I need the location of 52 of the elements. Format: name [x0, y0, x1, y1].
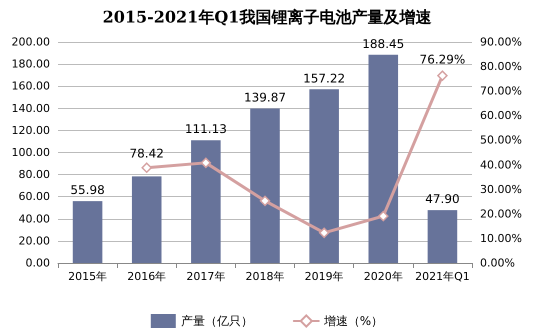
- data-label: 47.90: [425, 192, 460, 206]
- y-tick-label: 0.00: [26, 256, 50, 270]
- bar: [428, 210, 458, 263]
- y2-tick-label: 90.00%: [480, 36, 522, 48]
- y2-tick-label: 80.00%: [480, 60, 522, 74]
- y-tick-label: 20.00: [18, 234, 50, 248]
- y2-tick-label: 50.00%: [480, 134, 522, 147]
- point: [260, 196, 270, 206]
- bar: [191, 140, 221, 263]
- y-tick-label: 160.00: [12, 80, 50, 93]
- point: [437, 70, 448, 81]
- data-label: 111.13: [184, 122, 227, 136]
- x-tick-label: 2018年: [246, 270, 284, 283]
- y-tick-label: 40.00: [18, 212, 50, 226]
- bar: [250, 108, 280, 263]
- data-label: 139.87: [244, 90, 286, 104]
- y-tick-label: 100.00: [12, 146, 50, 159]
- bar: [132, 176, 162, 263]
- data-label: 157.22: [303, 71, 346, 86]
- bar: [368, 54, 398, 263]
- x-tick-label: 2019年: [304, 270, 344, 283]
- data-label: 188.45: [362, 36, 404, 51]
- y-tick-label: 60.00: [18, 190, 50, 204]
- bar: [309, 89, 339, 263]
- y2-tick-label: 10.00%: [480, 232, 522, 245]
- y2-tick-label: 30.00%: [480, 182, 522, 196]
- y2-tick-label: 60.00%: [480, 109, 522, 122]
- point: [141, 162, 152, 173]
- data-label: 55.98: [70, 183, 105, 198]
- point: [378, 210, 389, 222]
- y2-tick-label: 20.00%: [480, 207, 522, 220]
- y-tick-label: 200.00: [12, 36, 50, 48]
- point: [200, 158, 212, 168]
- legend-label: 产量（亿只）: [180, 314, 253, 328]
- point: [318, 228, 330, 238]
- x-tick-label: 2021年Q1: [415, 270, 470, 283]
- x-tick-label: 2017年: [186, 270, 226, 283]
- x-tick-label: 2016年: [127, 270, 166, 283]
- y2-tick-label: 70.00%: [480, 84, 522, 98]
- data-label: 78.42: [130, 146, 164, 161]
- y2-tick-label: 0.00%: [480, 256, 515, 270]
- x-tick-label: 2020年: [364, 270, 403, 283]
- y-tick-label: 120.00: [12, 124, 50, 137]
- legend-label: 增速（%）: [322, 314, 384, 328]
- y-tick-label: 140.00: [12, 102, 50, 115]
- bar: [72, 201, 102, 263]
- y-tick-label: 80.00: [18, 168, 50, 182]
- data-label: 76.29%: [420, 52, 466, 66]
- chart-title: 2015-2021年Q1我国锂离子电池产量及增速: [102, 8, 432, 26]
- x-tick-label: 2015年: [68, 270, 108, 283]
- y2-tick-label: 40.00%: [480, 158, 522, 172]
- y-tick-label: 180.00: [12, 58, 50, 71]
